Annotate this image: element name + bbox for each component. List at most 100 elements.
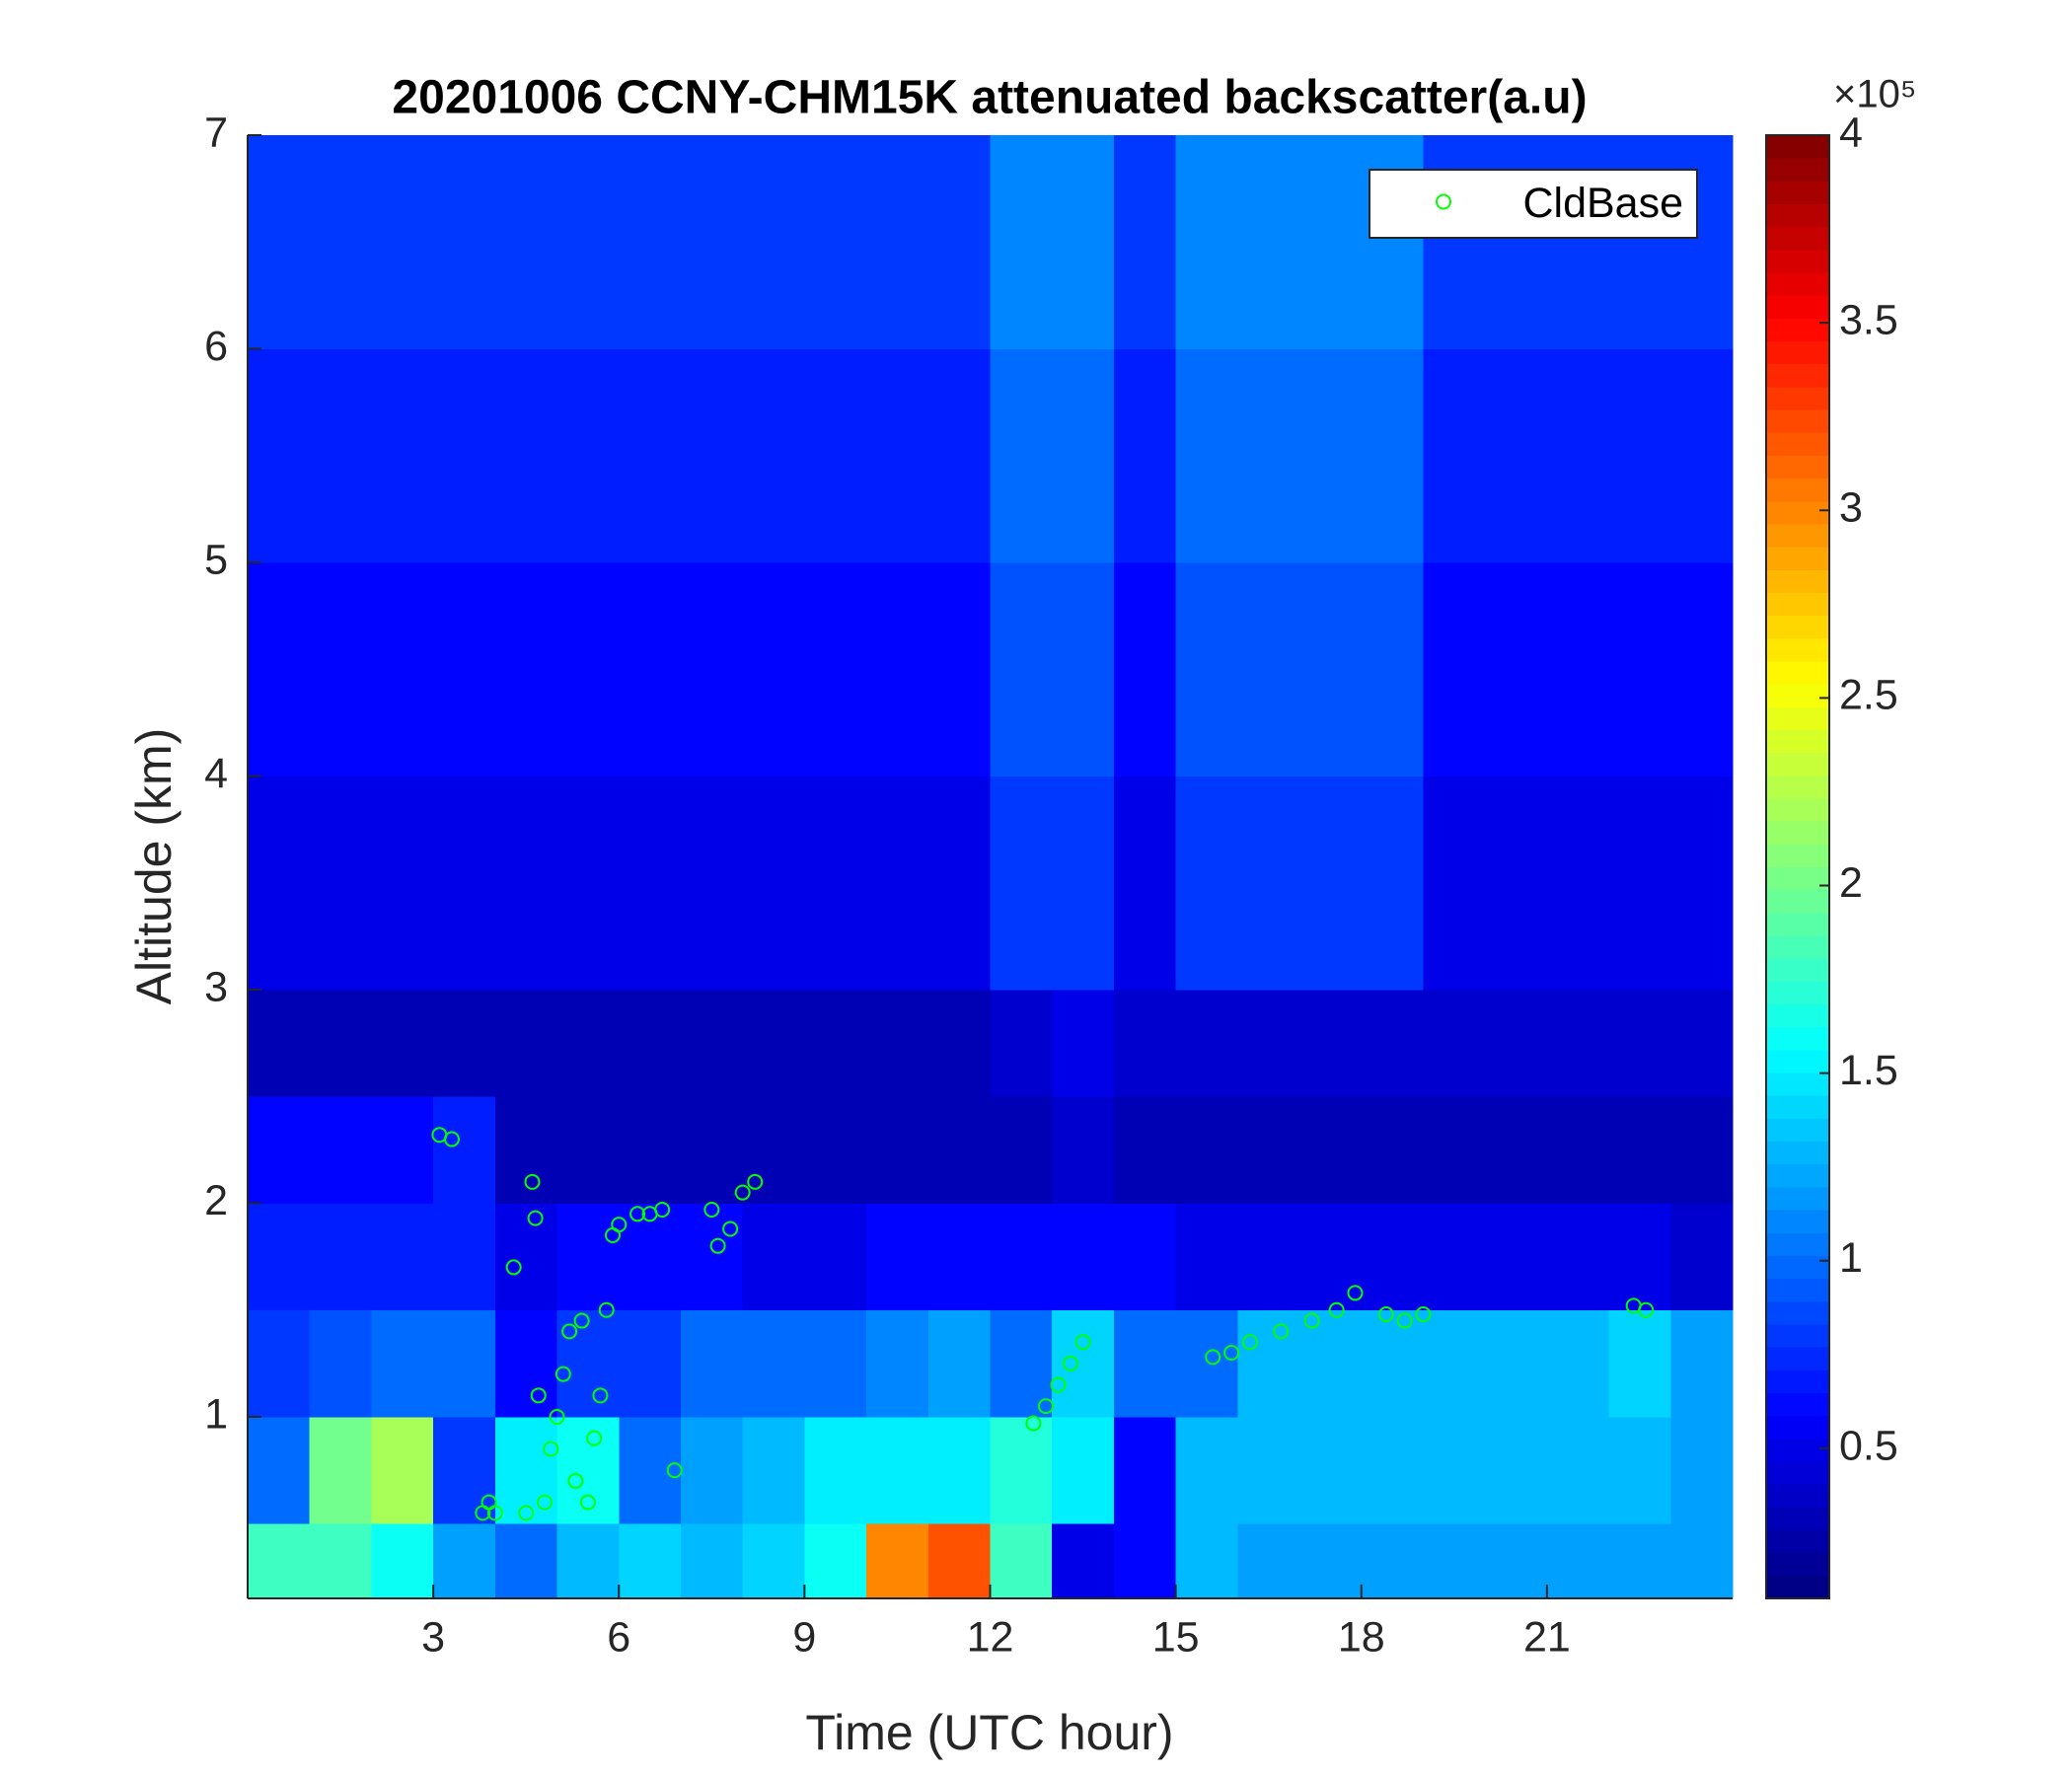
colorbar-segment <box>1766 158 1829 182</box>
heatmap-cell <box>248 1309 311 1418</box>
x-tick-label: 12 <box>967 1613 1014 1661</box>
heatmap-cell <box>742 1203 805 1311</box>
heatmap-cell <box>1485 1203 1548 1311</box>
heatmap-cell <box>1361 1523 1424 1599</box>
cloud-base-point <box>1328 1301 1345 1318</box>
x-tick-label: 6 <box>607 1613 630 1661</box>
colorbar-segment <box>1766 615 1829 639</box>
heatmap-cell <box>866 1523 929 1599</box>
heatmap-cell <box>1670 776 1734 991</box>
legend-box <box>1369 169 1698 239</box>
colorbar-frame <box>1765 134 1830 1599</box>
heatmap-cell <box>680 348 744 563</box>
y-tick-label: 7 <box>204 109 228 156</box>
cloud-base-point <box>1396 1312 1413 1329</box>
y-tick-label: 6 <box>204 323 228 370</box>
colorbar-segment <box>1766 1323 1829 1348</box>
colorbar-segment <box>1766 1438 1829 1462</box>
heatmap-cell <box>927 1523 991 1599</box>
heatmap-cell <box>990 561 1053 777</box>
cloud-base-point <box>666 1462 683 1479</box>
heatmap-cell <box>556 561 620 777</box>
colorbar <box>1766 135 1829 1599</box>
heatmap-cell <box>556 1416 620 1524</box>
heatmap-cell <box>309 1203 372 1311</box>
heatmap-cell <box>990 989 1053 1097</box>
heatmap-cell <box>494 1096 558 1204</box>
heatmap-cell <box>804 1523 867 1599</box>
heatmap-cell <box>619 1096 682 1204</box>
heatmap-cell <box>927 1309 991 1418</box>
cloud-base-point <box>443 1131 460 1147</box>
colorbar-segment <box>1766 706 1829 730</box>
colorbar-segment <box>1766 981 1829 1005</box>
heatmap-cell <box>494 776 558 991</box>
colorbar-segment <box>1766 135 1829 159</box>
heatmap-cell <box>990 1416 1053 1524</box>
heatmap-cell <box>927 135 991 349</box>
heatmap-cell <box>742 348 805 563</box>
heatmap-cell <box>494 1523 558 1599</box>
colorbar-segment <box>1766 1575 1829 1599</box>
colorbar-segment <box>1766 1073 1829 1096</box>
heatmap-cell <box>248 1203 311 1311</box>
heatmap-cell <box>990 1309 1053 1418</box>
cloud-base-point <box>747 1173 764 1190</box>
heatmap-cell <box>248 1416 311 1524</box>
heatmap-cell <box>927 1416 991 1524</box>
cloud-base-point <box>524 1173 541 1190</box>
heatmap-cell <box>1052 348 1115 563</box>
heatmap-cell <box>1608 1096 1671 1204</box>
heatmap-cell <box>1608 1309 1671 1418</box>
cloud-base-point <box>567 1472 584 1489</box>
heatmap-cell <box>1423 1096 1486 1204</box>
cloud-base-point <box>598 1301 615 1318</box>
colorbar-segment <box>1766 547 1829 570</box>
heatmap-cell <box>990 1203 1053 1311</box>
heatmap-cell <box>1299 1096 1363 1204</box>
heatmap-cell <box>556 776 620 991</box>
heatmap-cell <box>1670 1416 1734 1524</box>
cloud-base-point <box>722 1221 739 1237</box>
colorbar-segment <box>1766 1232 1829 1256</box>
colorbar-segment <box>1766 844 1829 867</box>
heatmap-cell <box>1608 1523 1671 1599</box>
heatmap-cell <box>371 135 434 349</box>
heatmap-cell <box>927 1096 991 1204</box>
heatmap-cell <box>1608 1416 1671 1524</box>
heatmap-cell <box>1237 776 1300 991</box>
cloud-base-point <box>734 1184 751 1201</box>
heatmap-cell <box>1175 1096 1238 1204</box>
heatmap-cell <box>619 776 682 991</box>
heatmap-cell <box>494 135 558 349</box>
heatmap-cell <box>1546 561 1610 777</box>
colorbar-segment <box>1766 592 1829 617</box>
colorbar-tick-label: 4 <box>1839 109 1863 156</box>
heatmap-cell <box>309 1523 372 1599</box>
heatmap-cell <box>1237 1416 1300 1524</box>
heatmap-cell <box>742 1309 805 1418</box>
y-tick-label: 1 <box>204 1390 228 1438</box>
y-tick-label: 2 <box>204 1177 228 1224</box>
heatmap <box>248 135 1734 1599</box>
heatmap-cell <box>371 1416 434 1524</box>
cloud-base-point <box>1025 1415 1042 1432</box>
heatmap-cell <box>1423 1203 1486 1311</box>
colorbar-segment <box>1766 386 1829 410</box>
colorbar-segment <box>1766 958 1829 982</box>
heatmap-cell <box>1052 1203 1115 1311</box>
colorbar-segment <box>1766 912 1829 936</box>
heatmap-cell <box>680 135 744 349</box>
heatmap-cell <box>1423 776 1486 991</box>
heatmap-cell <box>1361 989 1424 1097</box>
heatmap-cell <box>248 989 311 1097</box>
x-tick-label: 3 <box>421 1613 445 1661</box>
heatmap-cell <box>494 348 558 563</box>
heatmap-cell <box>371 1203 434 1311</box>
colorbar-segment <box>1766 637 1829 662</box>
colorbar-segment <box>1766 1347 1829 1370</box>
cloud-base-point <box>537 1494 553 1511</box>
heatmap-cell <box>1299 1203 1363 1311</box>
heatmap-cell <box>742 1096 805 1204</box>
heatmap-cell <box>1546 135 1610 349</box>
